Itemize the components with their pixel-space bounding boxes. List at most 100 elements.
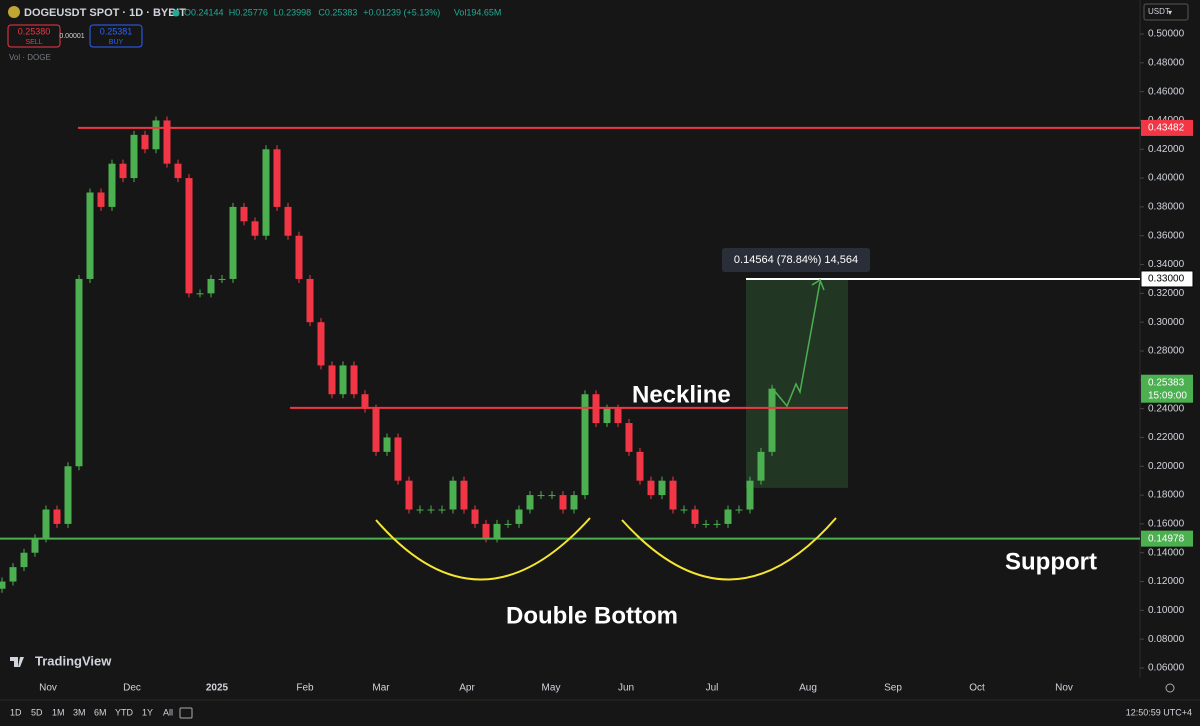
range-button[interactable]: 1Y [142,707,153,717]
time-label: Jun [618,683,634,694]
candle [218,278,226,280]
y-tick-label: 0.36000 [1148,230,1185,241]
candle [141,134,149,150]
range-button[interactable]: 3M [73,707,86,717]
y-tick-label: 0.10000 [1148,605,1185,616]
candle [636,451,644,481]
candle [504,523,512,525]
candle [394,437,402,481]
sell-price: 0.25380 [18,26,51,36]
y-tick-label: 0.42000 [1148,144,1185,155]
ohlc-value: C0.25383 [318,7,357,17]
candle [493,523,501,539]
time-label: Mar [372,683,390,694]
range-button[interactable]: 1D [10,707,22,717]
brand-logo [10,657,24,667]
support-line-label: 0.14978 [1148,533,1185,544]
y-tick-label: 0.22000 [1148,432,1185,443]
candle [614,408,622,424]
y-tick-label: 0.12000 [1148,576,1185,587]
candle [460,480,468,510]
candle [713,523,721,525]
ohlc-value: Vol194.65M [454,7,502,17]
y-tick-label: 0.08000 [1148,634,1185,645]
y-tick-label: 0.46000 [1148,86,1185,97]
candle [361,394,369,409]
time-label: Oct [969,683,985,694]
candle [86,192,94,279]
time-label: May [542,683,561,694]
ohlc-value: L0.23998 [274,7,312,17]
candle [328,365,336,395]
candle [768,388,776,452]
range-button[interactable]: 6M [94,707,107,717]
status-dot [172,9,180,17]
candle [64,466,72,524]
sell-button[interactable] [7,24,61,48]
candle [339,365,347,395]
measure-text: 0.14564 (78.84%) 14,564 [734,254,858,266]
spread: 0.00001 [59,33,84,40]
y-tick-label: 0.38000 [1148,202,1185,213]
candle [625,423,633,452]
candle [20,552,28,568]
range-button[interactable]: 5D [31,707,43,717]
y-tick-label: 0.40000 [1148,173,1185,184]
y-tick-label: 0.30000 [1148,317,1185,328]
range-button[interactable]: All [163,707,173,717]
support-line-tag [1141,530,1193,547]
candle [75,278,83,467]
annotation: Neckline [632,381,731,408]
y-tick-label: 0.28000 [1148,346,1185,357]
time-label: Nov [39,683,57,694]
candle [416,509,424,511]
time-label: Apr [459,683,475,694]
candle [42,509,50,539]
sell-label: SELL [25,39,42,46]
target-line-tag [1140,270,1194,288]
y-tick-label: 0.06000 [1148,663,1185,674]
currency-select[interactable] [1143,3,1189,21]
measure-tooltip [722,248,870,272]
candle [680,509,688,511]
candle [207,278,215,294]
buy-button[interactable] [89,24,143,48]
candle [658,480,666,496]
candle [0,581,6,589]
candle [603,408,611,424]
candle [647,480,655,496]
ohlc-value: +0.01239 (+5.13%) [363,7,440,17]
candle [482,523,490,539]
countdown: 15:09:00 [1148,390,1187,401]
candle [240,206,248,222]
currency: USDT [1148,7,1170,16]
candle [724,509,732,524]
candle [757,451,765,481]
ohlc-value: O0.24144 [184,7,224,17]
resistance-line-tag [1141,119,1193,136]
candle [185,178,193,294]
candle [427,509,435,511]
range-button[interactable]: YTD [115,707,134,717]
bottom-arc [621,517,837,581]
y-tick-label: 0.32000 [1148,288,1185,299]
settings-icon[interactable] [1165,683,1175,693]
range-button[interactable]: 1M [52,707,65,717]
candle [526,495,534,510]
candle [174,163,182,179]
candle [163,120,171,164]
candle [152,120,160,150]
symbol[interactable]: DOGEUSDT SPOT · 1D · BYBIT [24,7,186,19]
volume-label: Vol · DOGE [9,53,51,62]
candle [317,322,325,366]
calendar-icon[interactable] [179,707,193,719]
y-tick-label: 0.16000 [1148,519,1185,530]
projection-arrow [771,281,821,408]
target-line-label: 0.33000 [1148,274,1185,285]
brand: TradingView [35,653,112,668]
candle [9,567,17,582]
candle [581,394,589,496]
time-label: Nov [1055,683,1073,694]
candle [746,480,754,510]
